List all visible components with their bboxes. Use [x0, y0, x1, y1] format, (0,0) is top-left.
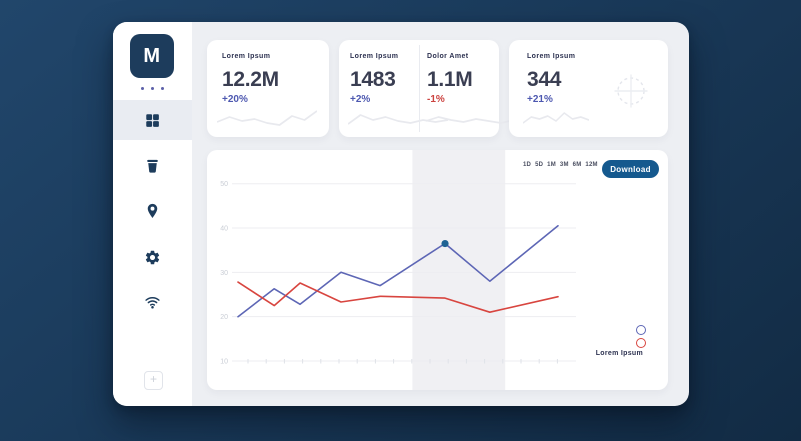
stat-label: Lorem Ipsum: [350, 53, 399, 60]
location-pin-icon: [144, 202, 161, 220]
range-5d[interactable]: 5D: [535, 162, 544, 168]
sidebar-item-location[interactable]: [113, 191, 192, 231]
legend-swatch-blue[interactable]: [636, 325, 646, 335]
stat-label: Dolor Amet: [427, 53, 469, 60]
card-divider: [419, 45, 420, 132]
sidebar: M: [113, 22, 192, 406]
add-widget-target-icon[interactable]: [611, 71, 651, 111]
app-logo[interactable]: M: [130, 34, 174, 78]
stat-card-2: Lorem Ipsum 1483 +2% Dolor Amet 1.1M -1%: [339, 40, 526, 137]
trash-icon: [144, 157, 161, 174]
app-window: M: [113, 22, 689, 406]
stat-value: 344: [527, 68, 562, 91]
legend-label: Lorem Ipsum: [595, 350, 643, 357]
stat-label: Lorem Ipsum: [222, 53, 271, 60]
range-buttons: 1D 5D 1M 3M 6M 12M: [523, 162, 598, 168]
dashboard-grid-icon: [144, 112, 161, 129]
stat-delta: +20%: [222, 94, 248, 105]
stat-card-1: Lorem Ipsum 12.2M +20%: [207, 40, 329, 137]
sidebar-item-wifi[interactable]: [113, 282, 192, 322]
chart-card: 10 20 30 40 50 1D 5D 1M 3M 6M 12M Download Lorem …: [207, 150, 668, 390]
range-3m[interactable]: 3M: [559, 162, 569, 168]
sidebar-item-dashboard[interactable]: [113, 100, 192, 140]
stat-delta: -1%: [427, 94, 445, 105]
legend-swatch-red[interactable]: [636, 338, 646, 348]
sidebar-item-settings[interactable]: [113, 237, 192, 277]
svg-text:40: 40: [220, 226, 228, 233]
svg-text:30: 30: [220, 270, 228, 277]
sparkline: [523, 112, 589, 124]
stat-card-3: Lorem Ipsum 344 +21%: [509, 40, 668, 137]
menu-dots: [113, 87, 192, 90]
sparkline: [217, 110, 317, 126]
stat-value: 1.1M: [427, 68, 473, 91]
wifi-icon: [143, 293, 162, 311]
stat-label: Lorem Ipsum: [527, 53, 576, 60]
range-12m[interactable]: 12M: [585, 162, 598, 168]
sidebar-item-trash[interactable]: [113, 145, 192, 185]
sparkline: [348, 114, 448, 125]
svg-text:10: 10: [220, 359, 228, 366]
svg-text:20: 20: [220, 314, 228, 321]
svg-text:50: 50: [220, 181, 228, 188]
stat-value: 12.2M: [222, 68, 279, 91]
range-6m[interactable]: 6M: [572, 162, 582, 168]
stat-value: 1483: [350, 68, 396, 91]
download-button[interactable]: Download: [602, 160, 659, 178]
stat-delta: +2%: [350, 94, 371, 105]
stat-delta: +21%: [527, 94, 553, 105]
range-1m[interactable]: 1M: [547, 162, 556, 168]
range-1d[interactable]: 1D: [523, 162, 532, 168]
settings-gear-icon: [144, 249, 161, 266]
line-chart: 10 20 30 40 50: [220, 150, 576, 390]
add-icon[interactable]: +: [144, 371, 163, 390]
